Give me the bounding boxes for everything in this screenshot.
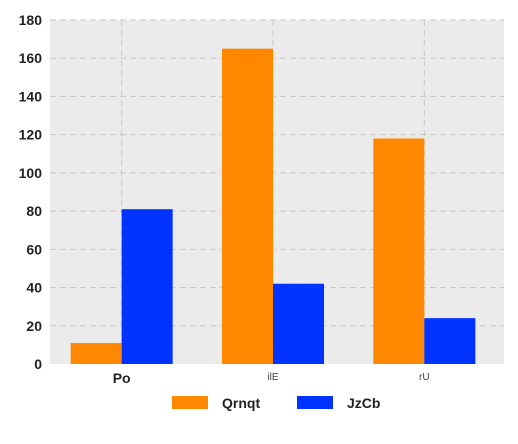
legend-label-Qrnqt: Qrnqt bbox=[222, 395, 260, 411]
y-tick-label: 0 bbox=[34, 356, 42, 372]
y-axis: 0 20 40 60 80 100 120 140 160 180 bbox=[19, 12, 43, 372]
legend: Qrnqt JzCb bbox=[172, 395, 380, 411]
y-tick-label: 60 bbox=[26, 241, 42, 257]
x-tick-label: rU bbox=[419, 372, 430, 383]
legend-label-JzCb: JzCb bbox=[347, 395, 380, 411]
x-axis: Po ilE rU bbox=[113, 370, 430, 386]
y-tick-label: 80 bbox=[26, 203, 42, 219]
bar-JzCb-ilE bbox=[273, 283, 324, 364]
y-tick-label: 140 bbox=[19, 88, 43, 104]
y-tick-label: 100 bbox=[19, 165, 43, 181]
bar-Qrnqt-rU bbox=[373, 138, 425, 364]
y-tick-label: 40 bbox=[26, 280, 42, 296]
bar-JzCb-rU bbox=[424, 318, 476, 364]
bar-Qrnqt-Po bbox=[70, 342, 122, 364]
x-tick-label: ilE bbox=[267, 372, 278, 383]
y-tick-label: 120 bbox=[19, 127, 43, 143]
y-tick-label: 20 bbox=[26, 318, 42, 334]
legend-swatch-Qrnqt bbox=[172, 396, 208, 409]
y-tick-label: 160 bbox=[19, 50, 43, 66]
bars bbox=[70, 48, 476, 365]
bar-JzCb-Po bbox=[121, 209, 173, 364]
y-tick-label: 180 bbox=[19, 12, 43, 28]
legend-swatch-JzCb bbox=[297, 396, 333, 409]
bar-Qrnqt-ilE bbox=[222, 48, 273, 365]
x-tick-label: Po bbox=[113, 370, 131, 386]
